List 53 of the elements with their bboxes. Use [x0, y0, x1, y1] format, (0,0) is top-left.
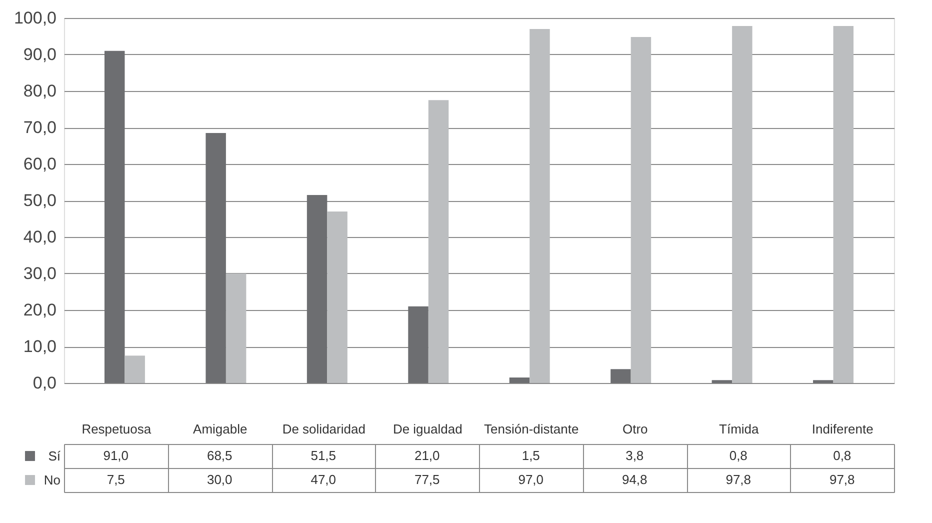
bar: [813, 380, 834, 383]
y-tick-label: 90,0: [23, 45, 56, 64]
bar: [206, 132, 226, 383]
x-tick-label: De solidaridad: [282, 422, 366, 436]
bar: [530, 28, 550, 383]
bar: [226, 274, 246, 383]
legend-label: No: [44, 472, 60, 488]
bar: [327, 211, 348, 383]
data-label: 97,0: [518, 472, 544, 487]
data-label: 97,8: [829, 472, 855, 487]
x-tick-label: Otro: [622, 422, 648, 436]
y-tick-label: 0,0: [32, 374, 56, 392]
bar: [630, 36, 652, 383]
x-tick-label: Tímida: [719, 422, 760, 436]
data-label: 68,5: [206, 448, 232, 463]
x-tick-label: Amigable: [193, 422, 248, 436]
legend-label: Sí: [48, 448, 61, 464]
bar: [124, 356, 145, 383]
bar: [610, 369, 631, 383]
y-tick-label: 10,0: [23, 337, 56, 356]
data-label: 21,0: [414, 448, 440, 463]
bar: [833, 26, 854, 383]
bar: [732, 26, 752, 383]
bar: [712, 380, 732, 383]
x-tick-label: Indiferente: [812, 422, 874, 436]
y-tick-label: 70,0: [23, 118, 56, 137]
data-label: 51,5: [310, 448, 336, 463]
y-tick-label: 40,0: [23, 228, 56, 246]
y-tick-label: 20,0: [23, 300, 56, 320]
y-tick-label: 100,0: [14, 8, 56, 28]
x-tick-label: Respetuosa: [82, 422, 152, 436]
data-label: 77,5: [414, 472, 440, 487]
y-tick-label: 60,0: [23, 154, 56, 174]
data-label: 1,5: [522, 448, 540, 463]
bar: [104, 50, 125, 383]
y-tick-label: 30,0: [23, 264, 56, 283]
data-label: 97,8: [726, 472, 752, 487]
bar: [428, 100, 449, 383]
data-label: 30,0: [206, 472, 232, 487]
data-label: 7,5: [106, 472, 125, 487]
y-tick-label: 50,0: [23, 191, 56, 210]
data-label: 94,8: [622, 472, 648, 487]
data-label: 0,8: [833, 448, 852, 463]
y-tick-label: 80,0: [23, 82, 56, 100]
bar: [408, 306, 428, 383]
x-tick-label: De igualdad: [392, 422, 462, 436]
data-label: 3,8: [626, 448, 644, 463]
x-tick-label: Tensión-distante: [484, 422, 579, 436]
data-label: 47,0: [310, 472, 336, 487]
data-label: 91,0: [103, 448, 129, 463]
bar: [509, 378, 530, 383]
bar: [306, 195, 328, 383]
data-label: 0,8: [729, 448, 748, 463]
